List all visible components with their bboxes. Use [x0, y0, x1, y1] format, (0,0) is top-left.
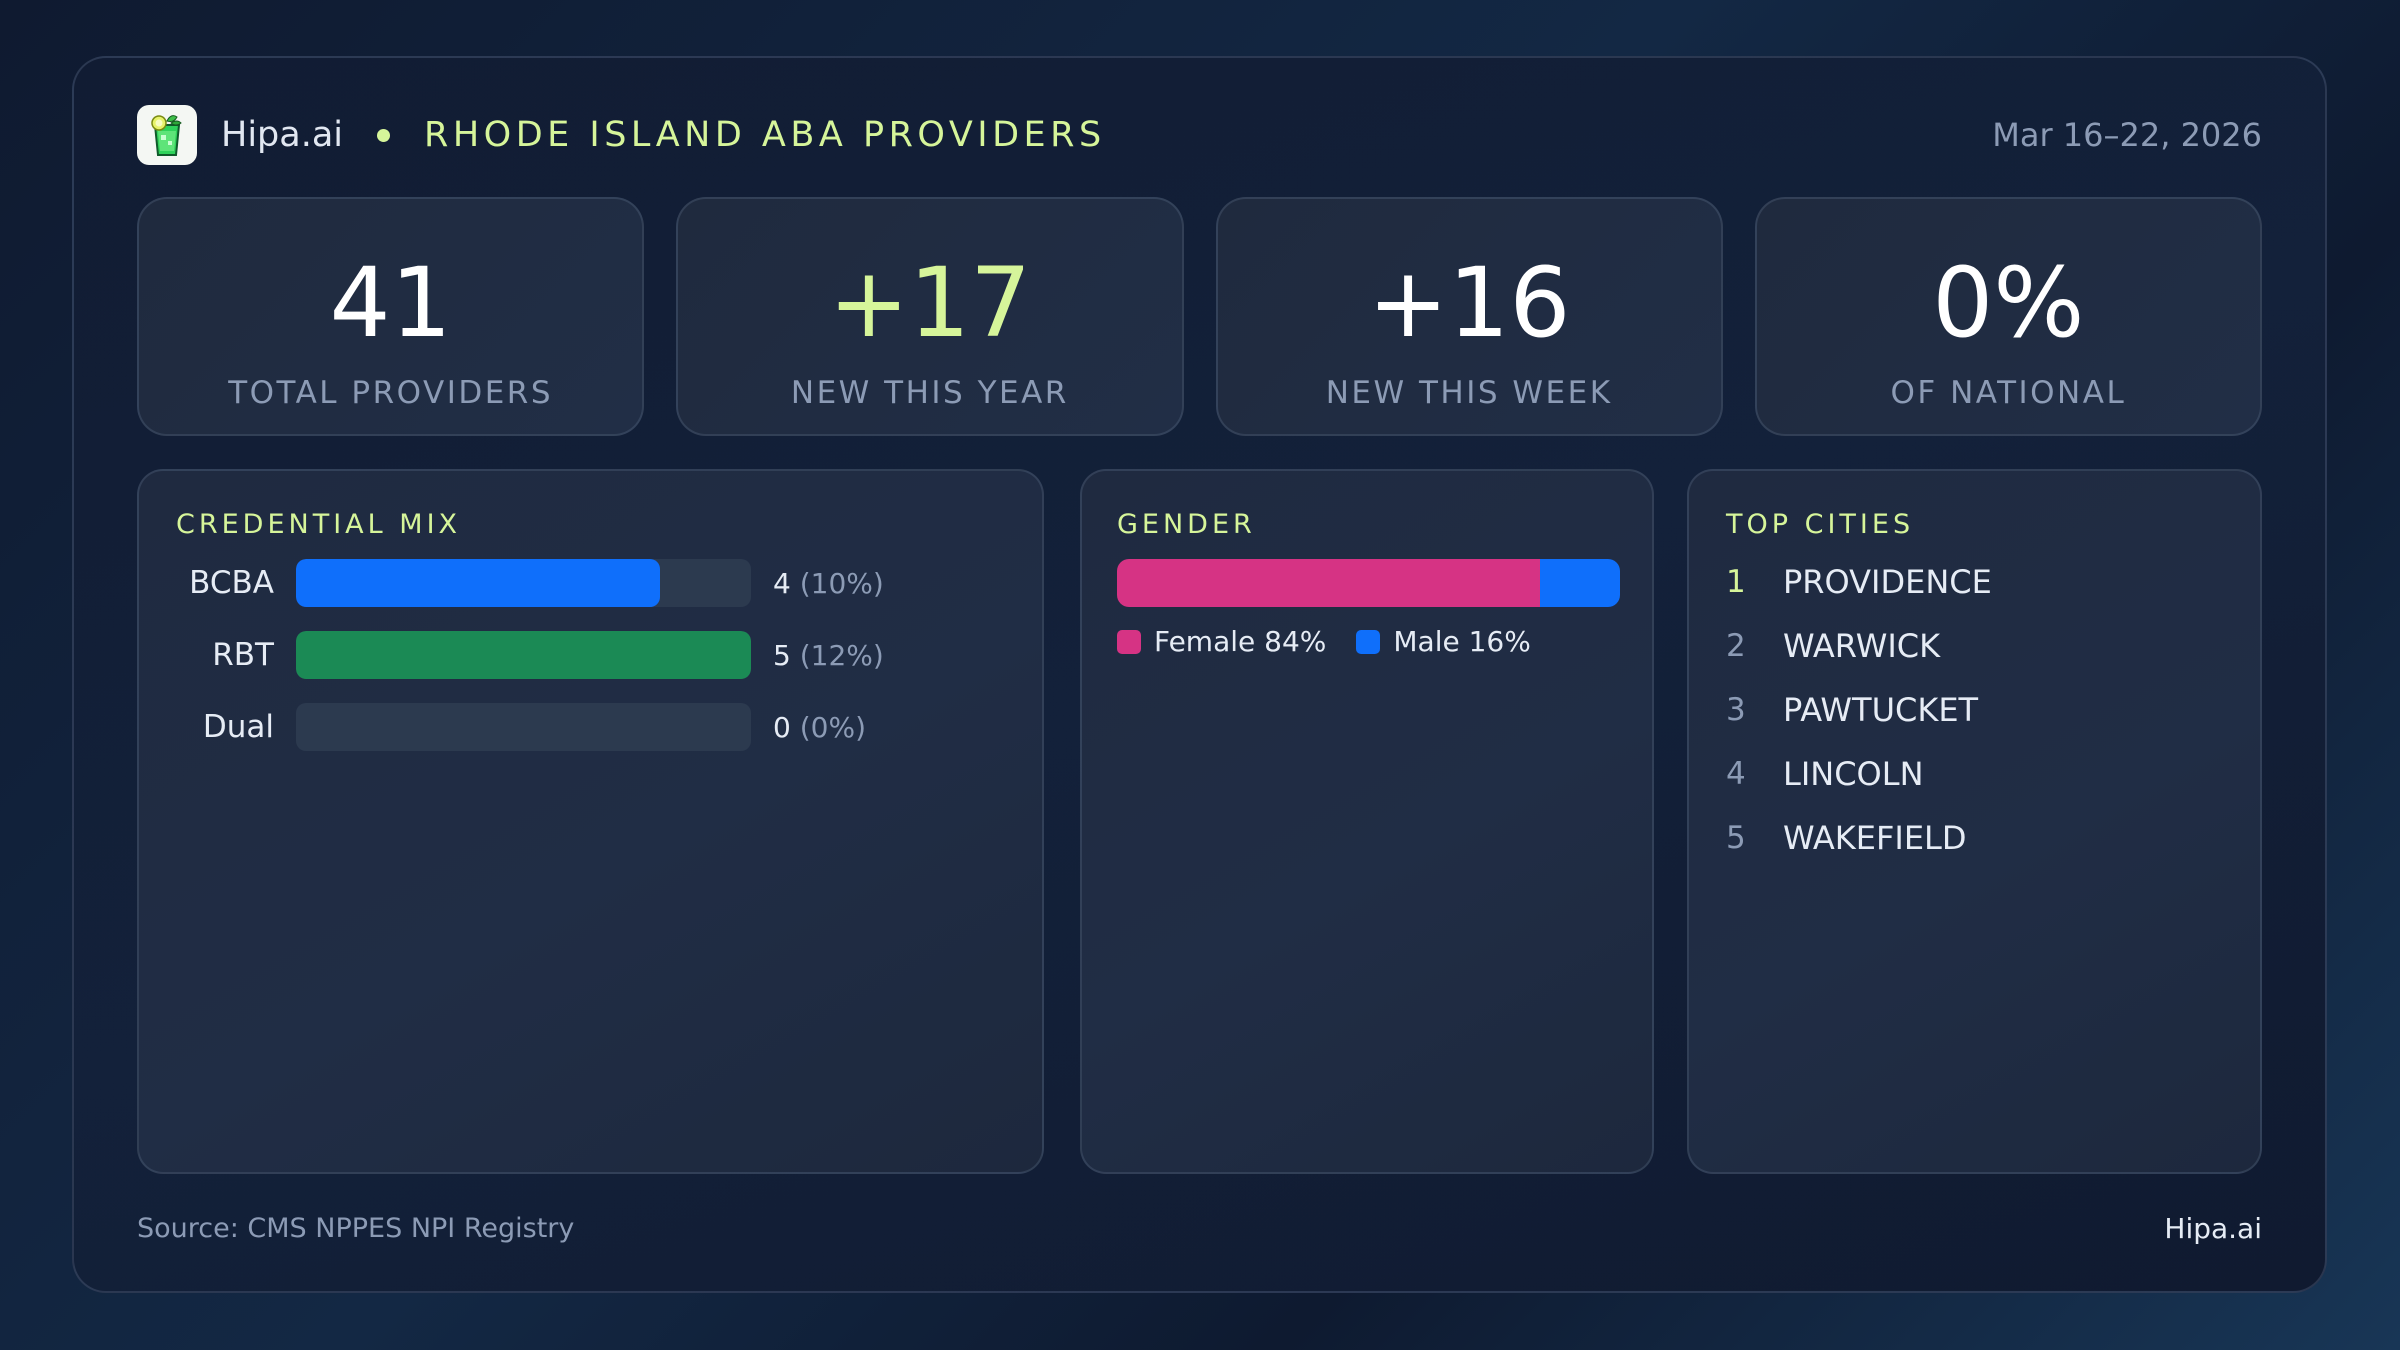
- legend-label: Male 16%: [1393, 625, 1531, 658]
- city-rank: 3: [1726, 692, 1746, 728]
- bar-label: BCBA: [189, 565, 274, 601]
- bar-track: [296, 703, 751, 751]
- bar-label: RBT: [212, 637, 274, 673]
- kpi-value: 41: [329, 247, 452, 359]
- kpi-label: TOTAL PROVIDERS: [228, 375, 554, 411]
- bar-percent: (12%): [799, 638, 884, 672]
- bar-count: 5: [773, 638, 791, 672]
- panel-title: TOP CITIES: [1726, 509, 1915, 540]
- kpi-total-providers: 41 TOTAL PROVIDERS: [137, 197, 645, 436]
- legend-item-female: Female 84%: [1117, 625, 1326, 658]
- bar-value: 0 (0%): [773, 711, 866, 744]
- bar-percent: (0%): [799, 710, 867, 744]
- panel-title: GENDER: [1117, 509, 1256, 540]
- kpi-value: 0%: [1932, 247, 2085, 359]
- bar-count: 0: [773, 710, 791, 744]
- bar-row-rbt: RBT 5 (12%): [139, 631, 1042, 679]
- kpi-label: OF NATIONAL: [1890, 375, 2127, 411]
- bar-fill-rbt: [296, 631, 751, 679]
- bar-fill-bcba: [296, 559, 660, 607]
- list-item: 5 WAKEFIELD: [1726, 816, 1967, 860]
- bar-value: 4 (10%): [773, 567, 884, 600]
- kpi-of-national: 0% OF NATIONAL: [1754, 197, 2262, 436]
- list-item: 4 LINCOLN: [1726, 752, 1924, 796]
- gender-bar-male: [1539, 559, 1620, 607]
- legend-swatch-male: [1356, 629, 1381, 654]
- list-item: 2 WARWICK: [1726, 624, 1940, 668]
- bar-track: [296, 631, 751, 679]
- gender-panel: GENDER Female 84% Male 16%: [1080, 469, 1654, 1174]
- legend-swatch-female: [1117, 629, 1141, 654]
- date-range: Mar 16–22, 2026: [1992, 116, 2262, 154]
- panel-title: CREDENTIAL MIX: [176, 509, 462, 540]
- gender-bar-female: [1117, 559, 1540, 607]
- gender-legend: Female 84% Male 16%: [1117, 625, 1561, 658]
- bar-label: Dual: [202, 709, 274, 745]
- city-rank: 1: [1726, 564, 1746, 600]
- bar-row-bcba: BCBA 4 (10%): [139, 559, 1042, 607]
- city-rank: 2: [1726, 628, 1746, 664]
- city-name: PROVIDENCE: [1783, 563, 1992, 601]
- list-item: 1 PROVIDENCE: [1726, 560, 1992, 604]
- bar-value: 5 (12%): [773, 639, 884, 672]
- source-note: Source: CMS NPPES NPI Registry: [137, 1213, 575, 1244]
- city-name: WARWICK: [1783, 627, 1941, 665]
- legend-label: Female 84%: [1154, 625, 1327, 658]
- kpi-label: NEW THIS YEAR: [790, 375, 1069, 411]
- kpi-row: 41 TOTAL PROVIDERS +17 NEW THIS YEAR +16…: [137, 197, 2262, 436]
- city-name: LINCOLN: [1783, 755, 1924, 793]
- gender-stacked-bar: [1117, 559, 1620, 607]
- bar-track: [296, 559, 751, 607]
- footer-brand: Hipa.ai: [2164, 1212, 2262, 1245]
- header: Hipa.ai RHODE ISLAND ABA PROVIDERS Mar 1…: [137, 105, 2262, 165]
- legend-item-male: Male 16%: [1356, 625, 1531, 658]
- kpi-new-this-week: +16 NEW THIS WEEK: [1215, 197, 1723, 436]
- kpi-value: +16: [1367, 247, 1571, 359]
- page-title: RHODE ISLAND ABA PROVIDERS: [424, 115, 1106, 155]
- bar-row-dual: Dual 0 (0%): [139, 703, 1042, 751]
- brand-name: Hipa.ai: [221, 115, 344, 155]
- mojito-glass-icon: [137, 105, 197, 165]
- separator-dot: [377, 128, 391, 142]
- bar-percent: (10%): [799, 566, 884, 600]
- city-rank: 5: [1726, 820, 1746, 856]
- list-item: 3 PAWTUCKET: [1726, 688, 1978, 732]
- city-name: PAWTUCKET: [1783, 691, 1979, 729]
- kpi-label: NEW THIS WEEK: [1325, 375, 1613, 411]
- city-rank: 4: [1726, 756, 1746, 792]
- credential-mix-panel: CREDENTIAL MIX BCBA 4 (10%) RBT 5 (12%) …: [137, 469, 1044, 1174]
- top-cities-panel: TOP CITIES 1 PROVIDENCE 2 WARWICK 3 PAWT…: [1687, 469, 2262, 1174]
- kpi-new-this-year: +17 NEW THIS YEAR: [676, 197, 1184, 436]
- bar-count: 4: [773, 566, 791, 600]
- city-name: WAKEFIELD: [1783, 819, 1967, 857]
- kpi-value: +17: [828, 247, 1032, 359]
